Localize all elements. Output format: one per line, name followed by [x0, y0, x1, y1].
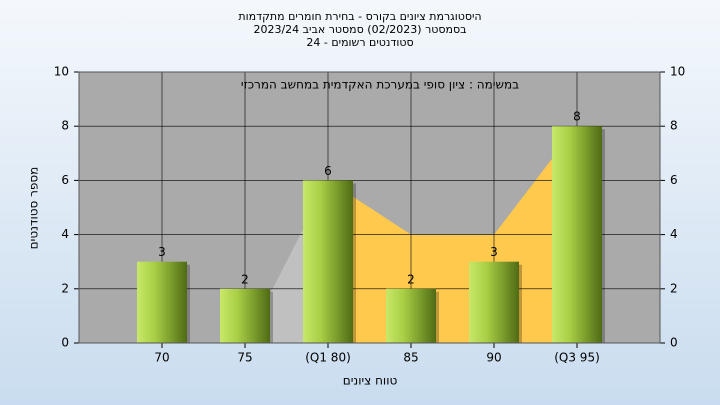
bar — [386, 288, 436, 343]
plot-border — [78, 71, 661, 344]
x-tick-label: 90 — [486, 351, 501, 365]
value-label: 2 — [407, 272, 415, 286]
bar — [469, 261, 519, 343]
y2-tick-label: 0 — [670, 336, 678, 350]
chart-subtitle: סטודנטים רשומים - 24 — [306, 36, 413, 49]
y2-tick-label: 6 — [670, 173, 678, 187]
x-tick-label: (Q1 80) — [305, 351, 351, 365]
y2-tick-label: 8 — [670, 119, 678, 133]
value-label: 8 — [573, 110, 581, 124]
y-tick-label: 8 — [61, 119, 69, 133]
y2-tick-label: 2 — [670, 281, 678, 295]
y2-tick-label: 4 — [670, 227, 678, 241]
x-tick-label: 75 — [237, 351, 252, 365]
y-tick-label: 6 — [61, 173, 69, 187]
x-axis-label: טווח ציונים — [343, 374, 398, 388]
bar — [220, 288, 270, 343]
x-tick-label: 70 — [154, 351, 169, 365]
value-label: 6 — [324, 164, 332, 178]
annotation: במשימה : ציון סופי במערכת האקדמית במחשב … — [241, 78, 519, 92]
y-tick-label: 0 — [61, 336, 69, 350]
plot-layer — [79, 71, 660, 344]
y2-tick-label: 10 — [670, 65, 685, 79]
y-tick-label: 10 — [54, 65, 69, 79]
value-label: 2 — [241, 272, 249, 286]
y-tick-label: 4 — [61, 227, 69, 241]
y-axis-label: מספר סטודנטים — [27, 167, 41, 250]
chart-title: היסטוגרמת ציונים בקורס - בחירת חומרים מת… — [238, 10, 481, 23]
value-label: 3 — [158, 245, 166, 259]
y-tick-label: 2 — [61, 281, 69, 295]
value-label: 3 — [490, 245, 498, 259]
chart-subtitle: בסמסטר (02/2023) סמסטר אביב 2023/24 — [253, 23, 466, 36]
bar — [137, 261, 187, 343]
bar — [552, 126, 602, 343]
x-tick-label: (Q3 95) — [554, 351, 600, 365]
bar — [303, 180, 353, 343]
x-tick-label: 85 — [403, 351, 418, 365]
